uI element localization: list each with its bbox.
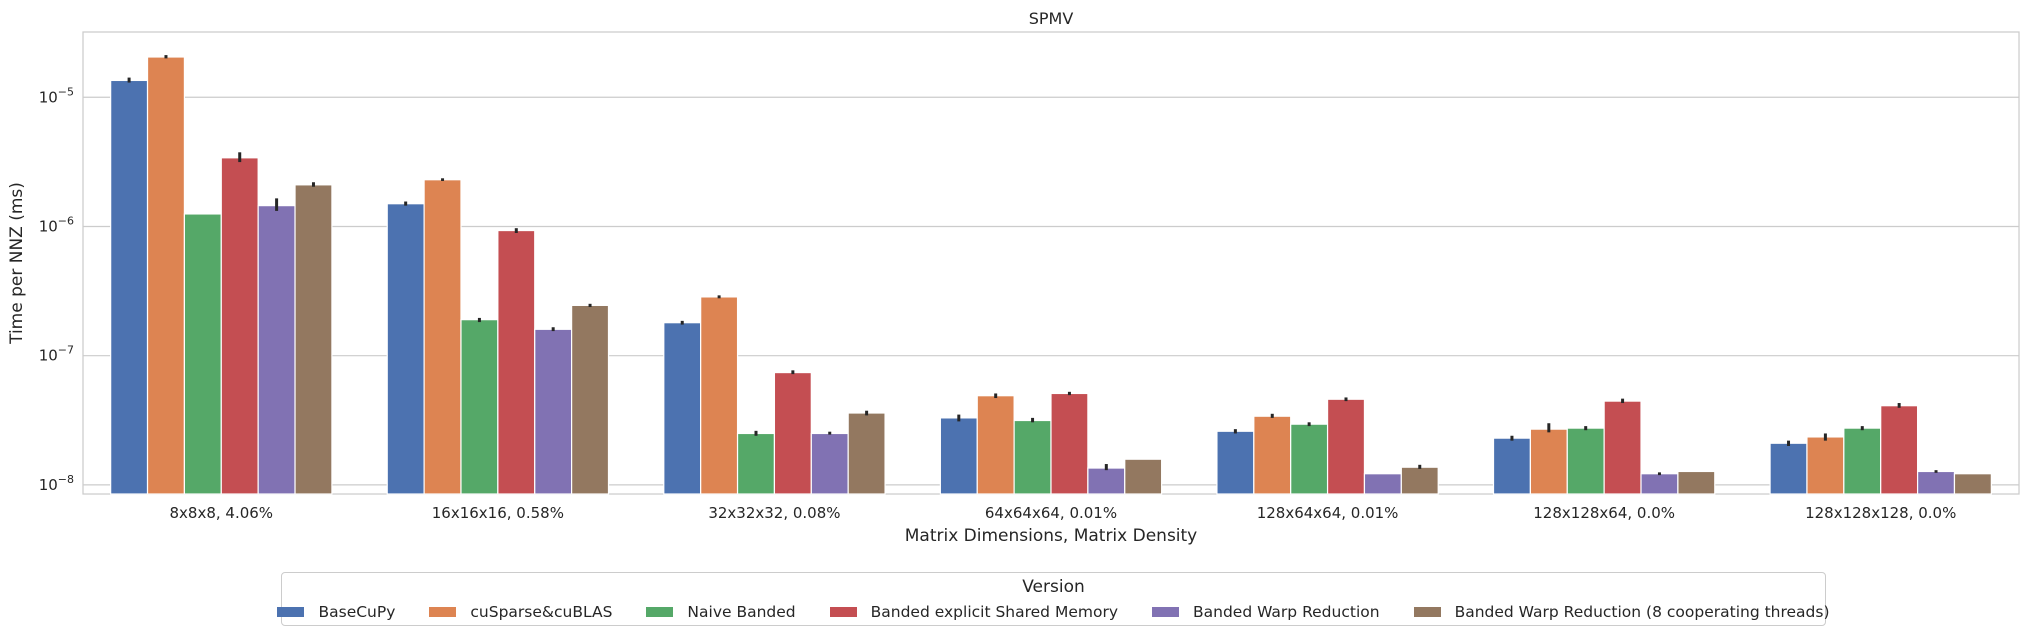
legend-swatch [277, 607, 305, 617]
legend-label: Banded Warp Reduction [1193, 603, 1380, 621]
x-tick-label: 32x32x32, 0.08% [708, 504, 840, 522]
bar [1050, 392, 1089, 495]
chart-title: SPMV [1029, 9, 1074, 28]
bar [1916, 470, 1956, 495]
bar [1769, 442, 1808, 495]
bar [183, 213, 222, 495]
legend-swatch [646, 607, 674, 617]
bars [110, 56, 1992, 495]
legend-label: Naive Banded [687, 603, 796, 621]
y-tick-label: 10−6 [39, 214, 74, 235]
spmv-bar-chart: 10−8 10−7 10−6 10−5 8x8x8, 4.06% 16x16x16, 0… [7, 9, 2020, 546]
x-tick-label: 128x64x64, 0.01% [1257, 504, 1399, 522]
y-tick-labels: 10−8 10−7 10−6 10−5 [39, 85, 74, 494]
bar [423, 179, 462, 495]
legend-swatch [829, 607, 857, 617]
x-tick-labels: 8x8x8, 4.06% 16x16x16, 0.58% 32x32x32, 0.0… [169, 504, 1956, 522]
legend-swatch [429, 607, 457, 617]
bar [1363, 473, 1402, 495]
bar [1843, 427, 1882, 495]
legend-title: Version [1022, 577, 1085, 597]
x-axis-label: Matrix Dimensions, Matrix Density [905, 526, 1198, 546]
bar [1603, 400, 1642, 495]
bar [1566, 427, 1605, 495]
bar [1529, 428, 1568, 495]
y-tick-label: 10−7 [39, 344, 74, 365]
legend-swatch [1413, 607, 1441, 617]
error-bars [127, 55, 1938, 476]
bar [220, 157, 259, 495]
bar [1677, 470, 1716, 495]
legend-item: Naive Banded [646, 603, 796, 621]
bar [1640, 473, 1679, 495]
x-tick-label: 16x16x16, 0.58% [432, 504, 564, 522]
bar [1290, 423, 1329, 495]
bar [1253, 415, 1292, 495]
bar [939, 417, 978, 495]
legend-label: cuSparse&cuBLAS [470, 603, 613, 621]
legend-label: Banded explicit Shared Memory [870, 603, 1118, 621]
bar [1216, 430, 1255, 495]
bar [773, 371, 812, 495]
x-tick-label: 64x64x64, 0.01% [985, 504, 1117, 522]
legend-item: Banded explicit Shared Memory [829, 603, 1118, 621]
bar [847, 412, 886, 495]
bar [1806, 436, 1845, 495]
bar [571, 304, 610, 495]
bar [534, 328, 573, 495]
bar [1400, 466, 1439, 495]
y-axis-label: Time per NNZ (ms) [7, 182, 27, 345]
bar [810, 432, 849, 495]
legend-swatch [1152, 607, 1179, 617]
legend-item: BaseCuPy [277, 603, 395, 621]
bar [976, 395, 1015, 495]
bar [497, 229, 536, 495]
bar [386, 203, 425, 495]
x-tick-label: 128x128x64, 0.0% [1533, 504, 1675, 522]
bar [294, 184, 333, 495]
legend-item: cuSparse&cuBLAS [429, 603, 612, 621]
legend-label: BaseCuPy [318, 603, 396, 621]
bar [110, 79, 149, 495]
bar [257, 205, 296, 495]
legend: Version BaseCuPy cuSparse&cuBLAS Naive Ban… [277, 572, 1830, 626]
legend-item: Banded Warp Reduction [1152, 603, 1380, 621]
legend-label: Banded Warp Reduction (8 cooperating thr… [1454, 603, 1830, 621]
bar [1492, 437, 1531, 495]
bar [700, 296, 739, 495]
bar [736, 432, 776, 495]
bar [663, 322, 702, 495]
bar [1953, 473, 1992, 495]
bar [1087, 467, 1126, 495]
y-tick-label: 10−8 [39, 473, 74, 494]
y-tick-label: 10−5 [39, 85, 74, 106]
bar [460, 319, 499, 495]
bar [146, 56, 186, 495]
legend-item: Banded Warp Reduction (8 cooperating thr… [1413, 603, 1830, 621]
bar [1326, 398, 1366, 495]
bar [1124, 458, 1163, 495]
legend-items: BaseCuPy cuSparse&cuBLAS Naive Banded Bande… [277, 603, 1830, 621]
bar [1013, 419, 1052, 495]
x-tick-label: 8x8x8, 4.06% [169, 504, 273, 522]
bar [1880, 405, 1919, 495]
x-tick-label: 128x128x128, 0.0% [1805, 504, 1956, 522]
